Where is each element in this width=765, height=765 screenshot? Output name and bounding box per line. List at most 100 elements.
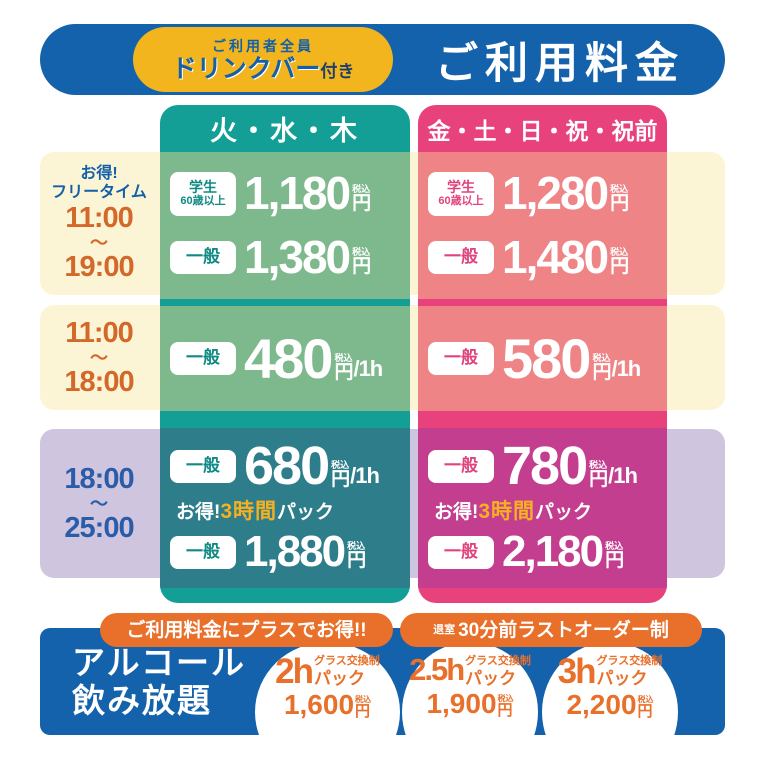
tax-label: 税込 bbox=[355, 694, 372, 704]
price-value: 1,480 bbox=[502, 230, 609, 283]
price-row: 一般 1,380 税込 円 bbox=[170, 230, 410, 283]
yen-label: 円 bbox=[347, 550, 367, 571]
tax-yen-stack: 税込 円 bbox=[605, 542, 624, 571]
price-value: 680 bbox=[244, 435, 330, 496]
tax-label: 税込 bbox=[347, 541, 366, 551]
general-badge: 一般 bbox=[170, 535, 236, 569]
tax-label: 税込 bbox=[592, 353, 611, 364]
general-badge: 一般 bbox=[428, 450, 494, 484]
page-title: ご利用料金 bbox=[435, 39, 685, 88]
alcohol-title: アルコール 飲み放題 bbox=[72, 628, 246, 735]
tax-label: 税込 bbox=[497, 694, 514, 703]
pack-prefix-label: お得! bbox=[434, 502, 479, 524]
pack-offer-line: お得!3時間パック bbox=[428, 501, 667, 522]
column-weekend: 金・土・日・祝・祝前 学生 60歳以上 1,280 税込 円 一般 1,480 … bbox=[418, 105, 667, 603]
alcohol-title-line1: アルコール bbox=[72, 643, 247, 681]
price-row: 一般 1,480 税込 円 bbox=[428, 230, 667, 283]
pack-label: パック bbox=[465, 669, 517, 688]
night-tilde: 〜 bbox=[90, 493, 108, 514]
weekday-daytime-section: 一般 480 税込 円 /1h bbox=[160, 306, 410, 411]
night-end: 25:00 bbox=[64, 512, 134, 545]
weekday-night-section: 一般 680 税込 円 /1h お得!3時間パック 一般 1,880 税込 円 bbox=[160, 428, 410, 588]
weekend-night-section: 一般 780 税込 円 /1h お得!3時間パック 一般 2,180 税込 円 bbox=[418, 428, 667, 588]
pack-bubble-top: 3h グラス交換制 パック bbox=[558, 654, 663, 688]
student-badge: 学生 60歳以上 bbox=[170, 171, 236, 216]
yen-label: 円 bbox=[637, 702, 653, 720]
tax-yen-stack: 税込 円 bbox=[610, 184, 629, 213]
footer-left-badge: ご利用料金にプラスでお得!! bbox=[100, 613, 393, 647]
general-badge: 一般 bbox=[170, 240, 236, 274]
yen-label: 円 bbox=[331, 469, 351, 491]
glass-note: グラス交換制 bbox=[596, 655, 663, 667]
price-value: 580 bbox=[502, 326, 591, 390]
alcohol-title-line2: 飲み放題 bbox=[72, 681, 212, 719]
pack-price-row: 1,600 税込 円 bbox=[283, 688, 372, 720]
tax-yen-stack: 税込 円 bbox=[347, 541, 367, 571]
price-value: 780 bbox=[502, 435, 588, 496]
price-value: 1,380 bbox=[244, 230, 351, 283]
daytime-start: 11:00 bbox=[65, 316, 134, 349]
pack-bubble-top: 2h グラス交換制 パック bbox=[275, 652, 380, 691]
pack-price-row: 2,200 税込 円 bbox=[566, 688, 654, 720]
tax-yen-stack: 税込 円 bbox=[589, 461, 608, 490]
footer-right-badge: 退室 30分前ラストオーダー制 bbox=[400, 613, 702, 647]
price-value: 1,880 bbox=[244, 527, 346, 577]
general-badge: 一般 bbox=[428, 535, 494, 569]
tax-label: 税込 bbox=[352, 183, 371, 194]
tax-yen-stack: 税込 円 bbox=[355, 694, 372, 720]
pack-bubble-right: グラス交換制 パック bbox=[314, 656, 380, 688]
time-label-freetime: お得! フリータイム 11:00 〜 19:00 bbox=[40, 158, 158, 292]
yen-label: 円 bbox=[352, 192, 372, 214]
night-start: 18:00 bbox=[64, 462, 134, 495]
freetime-tilde: 〜 bbox=[90, 233, 108, 254]
price-value: 2,180 bbox=[502, 527, 604, 577]
tax-label: 税込 bbox=[637, 694, 654, 704]
yen-label: 円 bbox=[497, 702, 513, 719]
yen-label: 円 bbox=[610, 256, 630, 278]
price-value: 1,280 bbox=[502, 166, 609, 219]
time-label-night: 18:00 〜 25:00 bbox=[40, 436, 158, 572]
footer-right-badge-small: 退室 bbox=[433, 623, 456, 636]
tax-label: 税込 bbox=[331, 460, 350, 471]
yen-label: 円 bbox=[355, 702, 371, 720]
drinkbar-badge-main-label: ドリンクバー付き bbox=[172, 56, 355, 82]
freetime-start: 11:00 bbox=[65, 201, 134, 234]
weekday-freetime-section: 学生 60歳以上 1,180 税込 円 一般 1,380 税込 円 bbox=[160, 152, 410, 299]
tax-yen-stack: 税込 円 bbox=[331, 460, 351, 491]
general-badge: 一般 bbox=[428, 342, 494, 375]
pack-highlight-label: 3時間 bbox=[478, 500, 536, 524]
pack-price: 1,900 bbox=[426, 688, 497, 719]
price-row: 一般 480 税込 円 /1h bbox=[170, 326, 383, 390]
per-hour-label: /1h bbox=[350, 463, 380, 489]
tax-label: 税込 bbox=[334, 353, 353, 364]
general-badge: 一般 bbox=[428, 240, 494, 274]
tax-label: 税込 bbox=[610, 247, 629, 258]
tax-yen-stack: 税込 円 bbox=[352, 183, 372, 214]
pack-duration: 2h bbox=[275, 652, 314, 691]
tax-yen-stack: 税込 円 bbox=[334, 353, 354, 384]
time-label-daytime: 11:00 〜 18:00 bbox=[40, 310, 158, 406]
general-badge: 一般 bbox=[170, 342, 236, 375]
price-row: 一般 780 税込 円 /1h bbox=[428, 435, 667, 496]
price-value: 480 bbox=[244, 326, 333, 390]
tax-yen-stack: 税込 円 bbox=[592, 353, 611, 383]
pack-bubble-2h: 2h グラス交換制 パック 1,600 税込 円 bbox=[255, 642, 400, 735]
price-row: 一般 580 税込 円 /1h bbox=[428, 326, 641, 390]
drinkbar-badge: ご利用者全員 ドリンクバー付き bbox=[133, 27, 393, 92]
pack-price-row: 1,900 税込 円 bbox=[426, 688, 514, 719]
student-label: 学生 bbox=[189, 179, 217, 196]
yen-label: 円 bbox=[334, 362, 354, 384]
student-label: 学生 bbox=[447, 179, 475, 196]
pack-bubble-top: 2.5h グラス交換制 パック bbox=[409, 654, 531, 688]
general-badge: 一般 bbox=[170, 450, 236, 484]
tax-yen-stack: 税込 円 bbox=[497, 694, 514, 719]
pack-price: 2,200 bbox=[566, 688, 637, 720]
pack-bubble-right: グラス交換制 パック bbox=[465, 656, 531, 688]
pack-price: 1,600 bbox=[283, 688, 355, 720]
student-sub-label: 60歳以上 bbox=[180, 195, 226, 208]
price-row: 学生 60歳以上 1,180 税込 円 bbox=[170, 170, 410, 216]
freetime-end: 19:00 bbox=[64, 251, 134, 284]
column-weekday-header: 火・水・木 bbox=[210, 116, 360, 146]
tax-label: 税込 bbox=[352, 247, 371, 258]
